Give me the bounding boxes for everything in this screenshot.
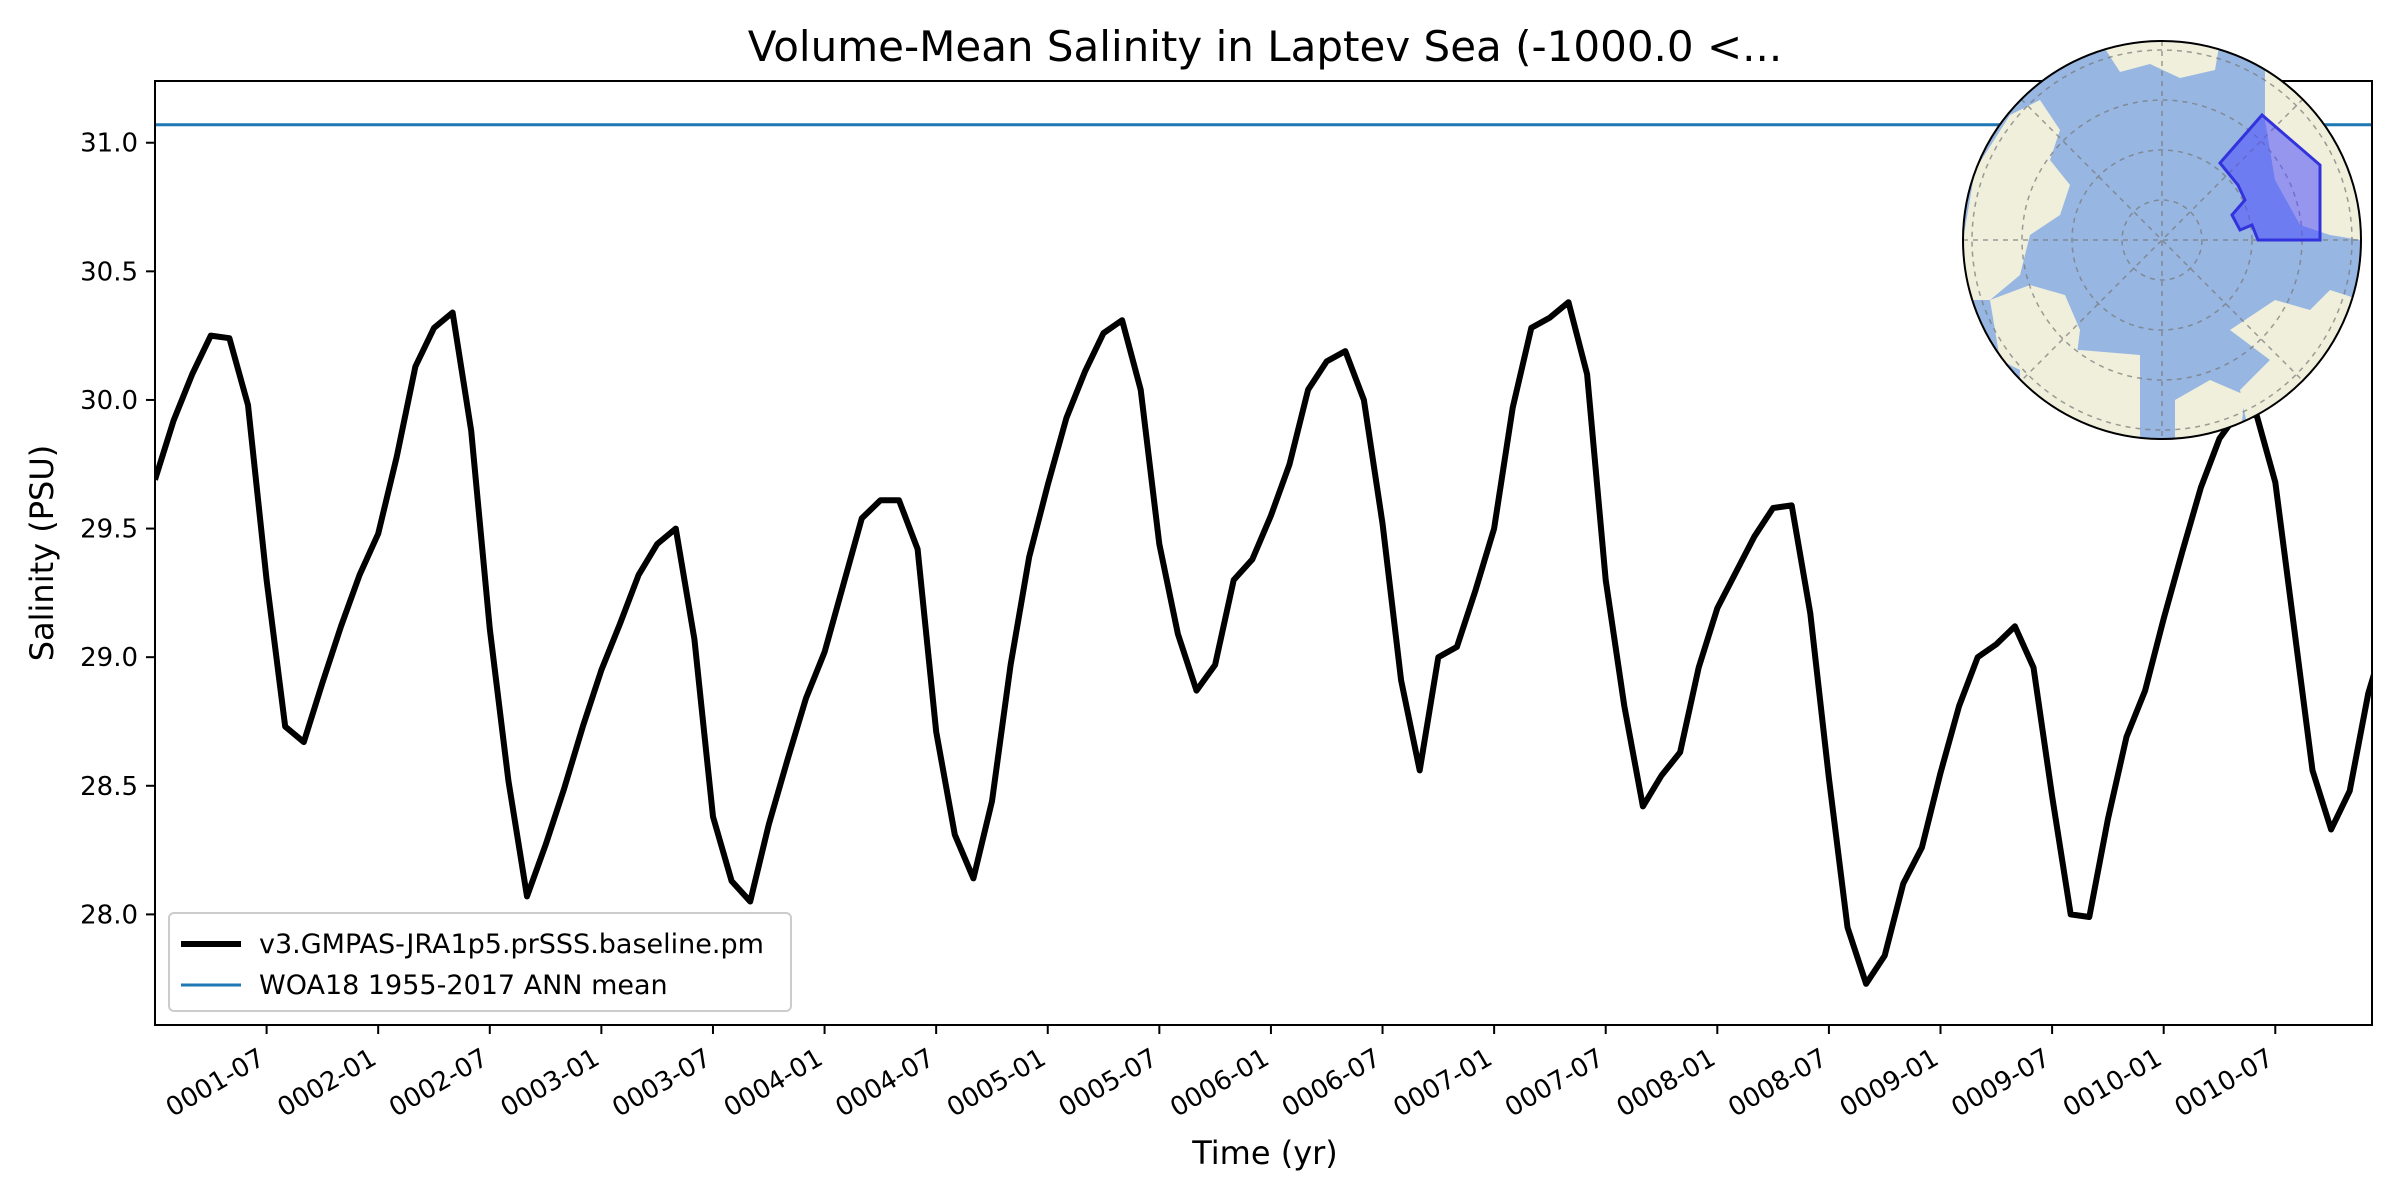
y-axis-label: Salinity (PSU) [23, 445, 61, 662]
y-tick-label: 30.5 [80, 257, 138, 287]
x-tick-label: 0002-01 [273, 1043, 382, 1123]
x-tick-label: 0005-07 [1054, 1043, 1163, 1123]
map-border [1962, 40, 2362, 440]
x-axis-label: Time (yr) [1191, 1134, 1338, 1172]
x-tick-label: 0001-07 [161, 1043, 270, 1123]
x-tick-label: 0004-01 [719, 1043, 828, 1123]
x-axis-ticks: 0001-07 0002-01 0002-07 0003-01 0003-07 0004-… [161, 1025, 2279, 1123]
laptev-region [2218, 112, 2322, 242]
y-tick-label: 28.0 [80, 900, 138, 930]
y-tick-label: 29.5 [80, 515, 138, 545]
y-tick-label: 29.0 [80, 643, 138, 673]
x-tick-label: 0008-07 [1723, 1043, 1832, 1123]
x-tick-label: 0010-01 [2058, 1043, 2167, 1123]
x-tick-label: 0008-01 [1612, 1043, 1721, 1123]
chart-title: Volume-Mean Salinity in Laptev Sea (-100… [748, 22, 1782, 71]
x-tick-label: 0004-07 [831, 1043, 940, 1123]
y-tick-label: 30.0 [80, 386, 138, 416]
x-tick-label: 0009-07 [1947, 1043, 2056, 1123]
x-tick-label: 0003-01 [496, 1043, 605, 1123]
x-tick-label: 0009-01 [1835, 1043, 1944, 1123]
y-axis-ticks: 28.0 28.5 29.0 29.5 30.0 30.5 31.0 [80, 129, 155, 930]
x-tick-label: 0002-07 [384, 1043, 493, 1123]
x-tick-label: 0005-01 [942, 1043, 1051, 1123]
series-model-salinity [155, 299, 2372, 987]
legend-box [168, 912, 792, 1012]
x-tick-label: 0006-01 [1165, 1043, 1274, 1123]
x-tick-label: 0003-07 [607, 1043, 716, 1123]
legend: v3.GMPAS-JRA1p5.prSSS.baseline.pm WOA18 … [168, 912, 792, 1012]
arctic-map-icon [1962, 40, 2362, 440]
y-tick-label: 28.5 [80, 772, 138, 802]
x-tick-label: 0010-07 [2170, 1043, 2279, 1123]
legend-label-model: v3.GMPAS-JRA1p5.prSSS.baseline.pm [259, 929, 764, 960]
legend-label-woa18: WOA18 1955-2017 ANN mean [259, 970, 668, 1001]
plot-frame [154, 80, 2373, 1026]
y-tick-label: 31.0 [80, 129, 138, 159]
x-tick-label: 0007-07 [1500, 1043, 1609, 1123]
x-tick-label: 0007-01 [1389, 1043, 1498, 1123]
x-tick-label: 0006-07 [1277, 1043, 1386, 1123]
